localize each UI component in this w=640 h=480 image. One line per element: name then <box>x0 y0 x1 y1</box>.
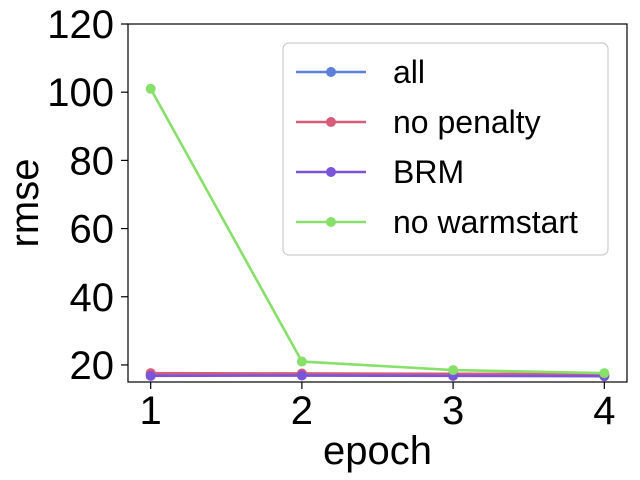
legend-label: no penalty <box>393 104 541 140</box>
y-tick-label: 60 <box>70 208 115 252</box>
legend-entry: all <box>296 54 425 90</box>
x-axis-label: epoch <box>323 429 432 473</box>
legend-swatch-marker <box>326 67 336 77</box>
series-3 <box>145 83 610 379</box>
y-tick-label: 40 <box>70 276 115 320</box>
axis-ticks: 1 2 3 4 20 40 60 80 100 120 <box>47 3 615 433</box>
data-point <box>145 370 156 381</box>
legend-entry: no warmstart <box>296 204 578 240</box>
y-tick-label: 80 <box>70 139 115 183</box>
data-point <box>296 370 307 381</box>
data-point <box>599 368 610 379</box>
legend-entry: no penalty <box>296 104 541 140</box>
series-1 <box>145 368 610 380</box>
x-tick-label: 1 <box>140 389 162 433</box>
series-line <box>149 88 605 375</box>
data-point <box>448 365 459 376</box>
y-axis-label: rmse <box>3 159 47 248</box>
legend-label: no warmstart <box>393 204 578 240</box>
legend-label: all <box>393 54 425 90</box>
series-line <box>150 371 605 376</box>
legend-swatch-marker <box>326 167 336 177</box>
legend-swatch-marker <box>326 217 336 227</box>
series-lines <box>145 83 610 382</box>
x-tick-label: 3 <box>442 389 464 433</box>
legend-entry: BRM <box>296 154 464 190</box>
y-tick-label: 120 <box>47 3 114 47</box>
legend-box <box>282 42 609 256</box>
x-tick-label: 2 <box>291 389 313 433</box>
x-tick-label: 4 <box>593 389 615 433</box>
y-tick-label: 100 <box>47 71 114 115</box>
legend-label: BRM <box>393 154 464 190</box>
data-point <box>145 83 156 94</box>
y-tick-label: 20 <box>70 344 115 388</box>
series-line <box>150 374 605 378</box>
plot-area-frame <box>127 23 628 383</box>
data-point <box>296 356 307 367</box>
legend-swatch-marker <box>326 117 336 127</box>
legend: all no penalty BRM no warmstart <box>282 42 609 256</box>
